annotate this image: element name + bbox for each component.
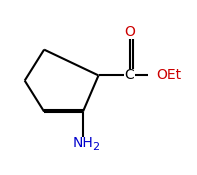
- Text: 2: 2: [92, 142, 99, 152]
- Text: O: O: [124, 25, 135, 39]
- Text: OEt: OEt: [156, 68, 181, 82]
- Text: C: C: [125, 68, 134, 82]
- Text: NH: NH: [72, 136, 93, 150]
